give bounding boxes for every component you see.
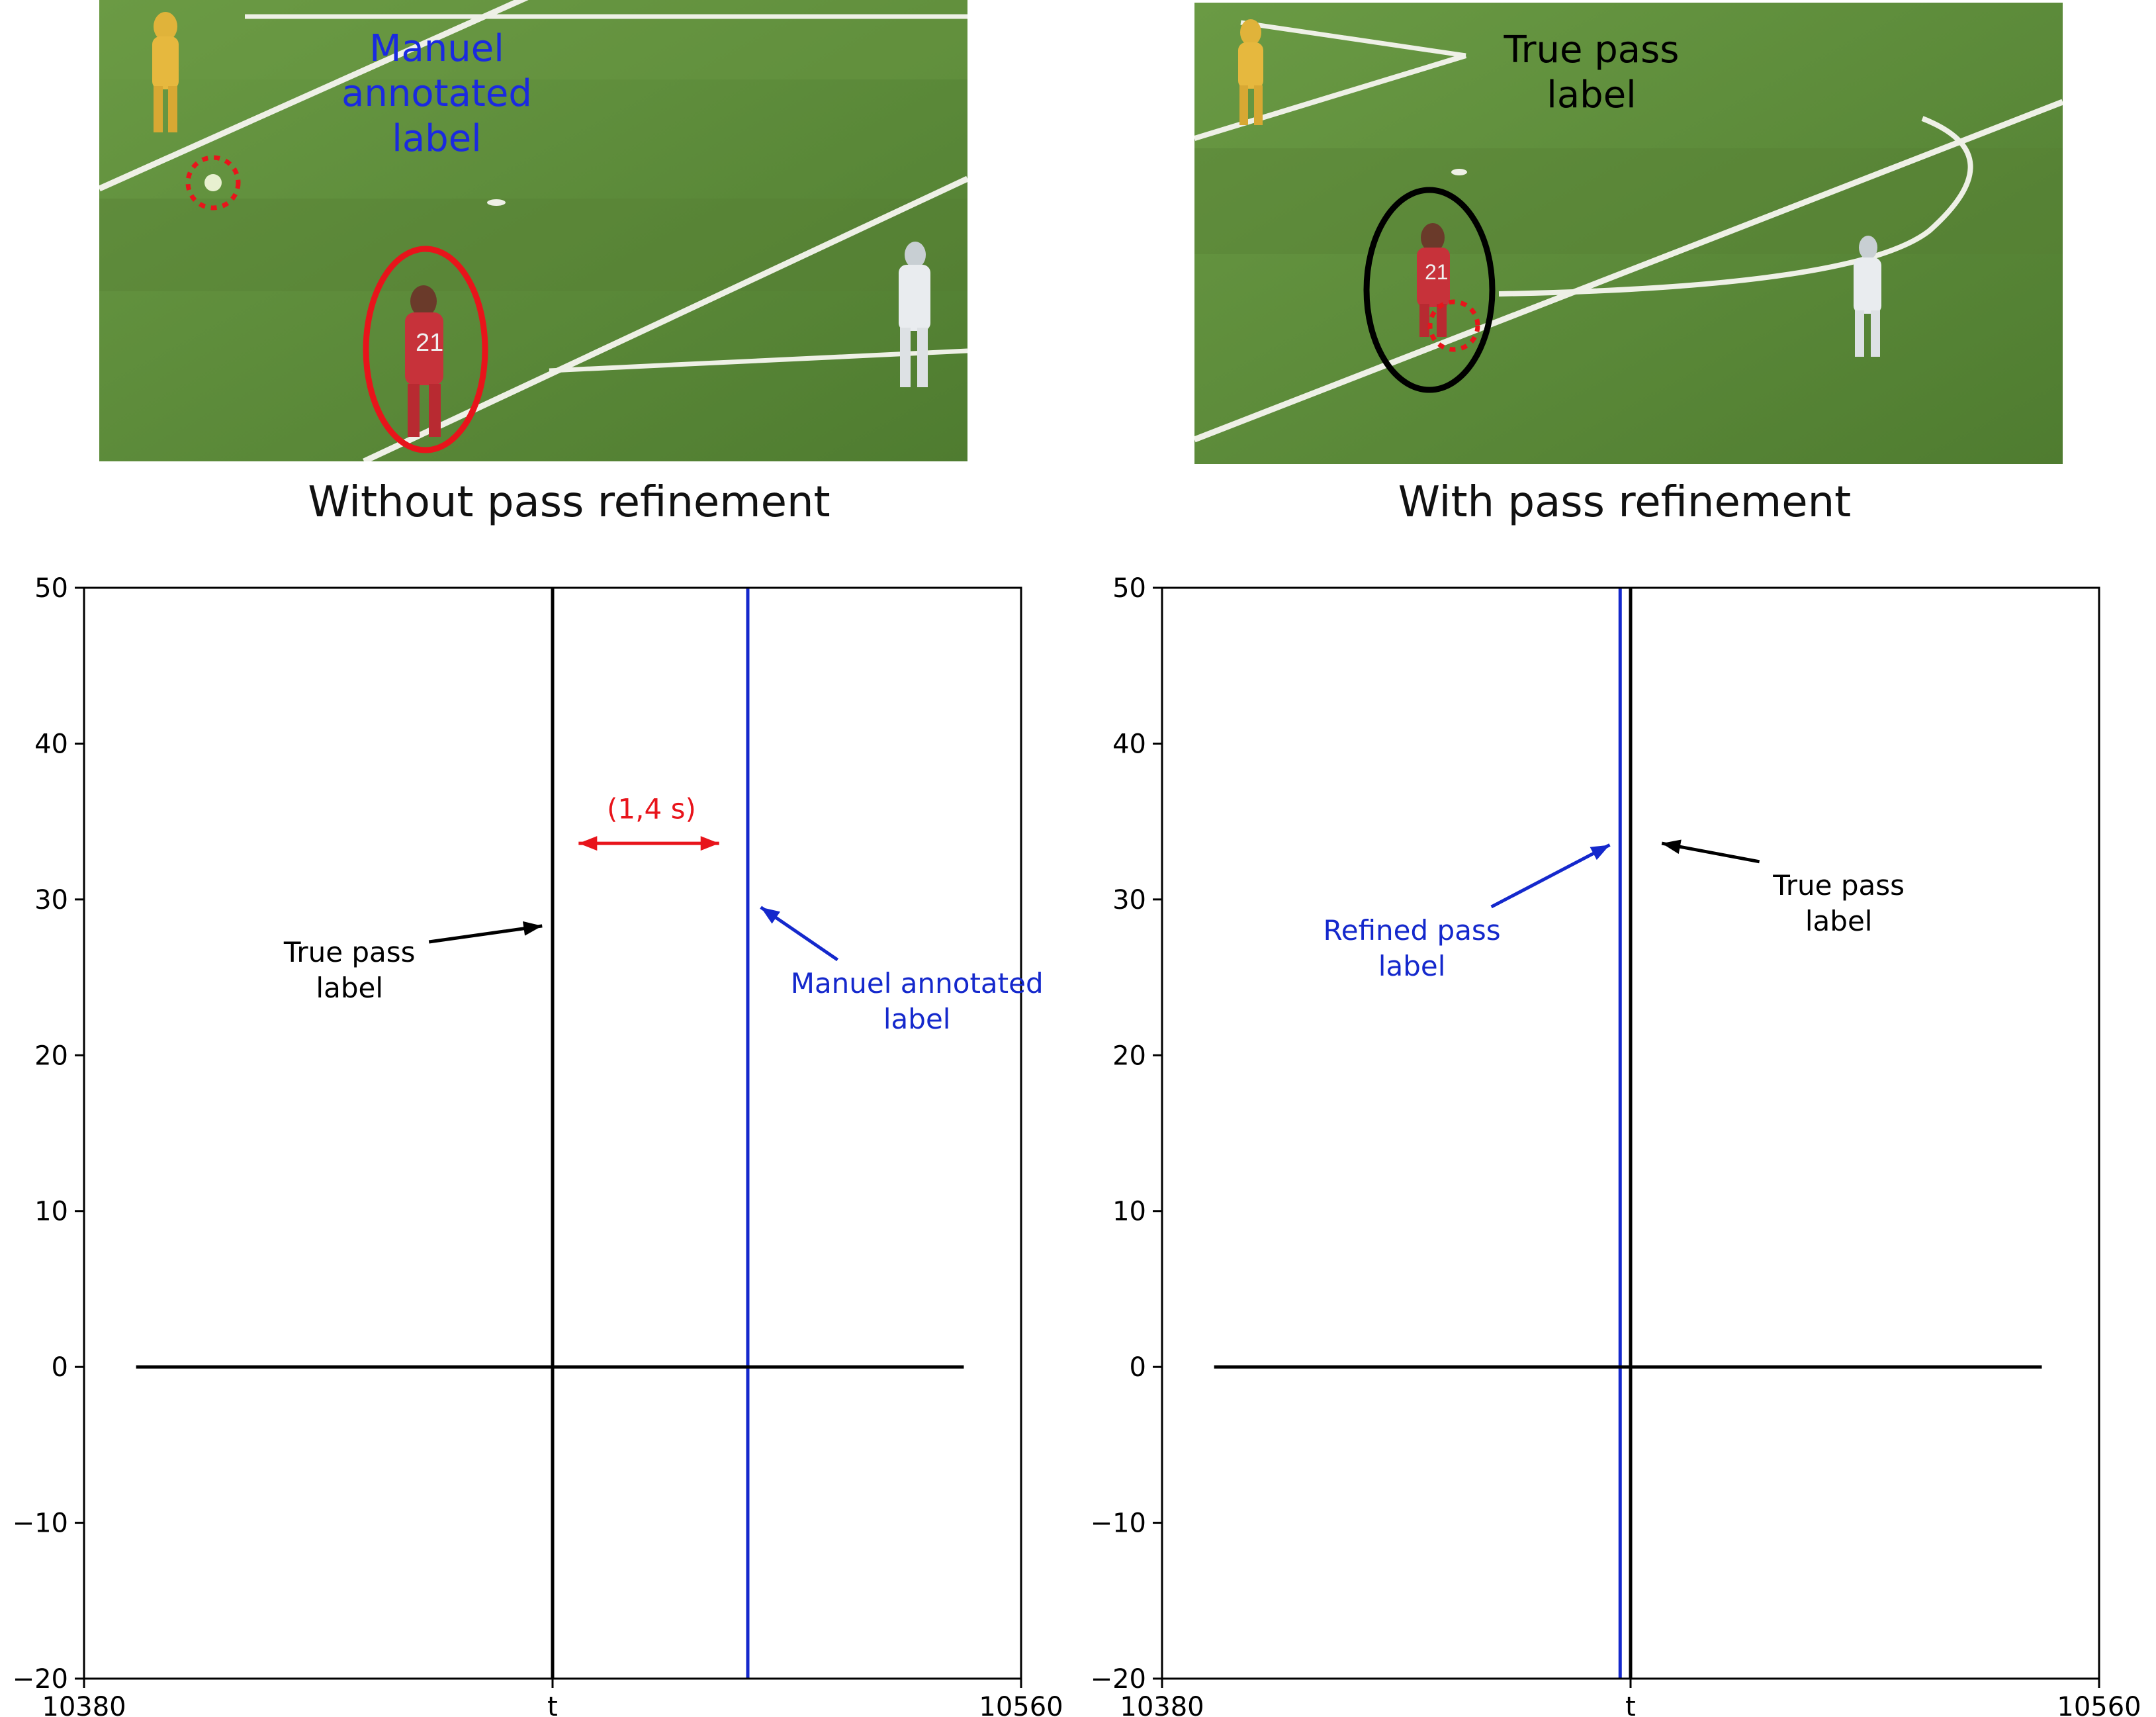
annotation-arrowhead	[700, 836, 719, 851]
white-player	[899, 242, 930, 387]
annotation-text: Refined pass	[1323, 914, 1500, 947]
annotation-text: Manuel annotated	[791, 967, 1044, 999]
y-tick-label: 30	[34, 885, 68, 915]
x-tick-label: t	[1625, 1692, 1636, 1717]
annotation-text: label	[316, 972, 383, 1004]
annotation-arrow	[428, 924, 543, 944]
annotation-arrowhead	[1662, 839, 1682, 855]
left-pitch-photo: 21 Manuel annotated label	[99, 0, 967, 461]
annotation-2: (1,4 s)	[578, 792, 719, 851]
annotation-text: (1,4 s)	[607, 792, 696, 825]
pitch-line	[549, 348, 967, 373]
svg-text:21: 21	[1425, 260, 1449, 284]
annotation-text: True pass	[283, 936, 416, 968]
annotation-arrowhead	[578, 836, 598, 851]
yellow-player	[152, 12, 179, 132]
right-chart: −20 −10 0 10 20 30 40 50 10380 t 10560 Refined pass…	[1091, 573, 2141, 1717]
pitch-mark	[487, 199, 506, 206]
svg-text:21: 21	[416, 329, 443, 357]
y-tick-label: −20	[13, 1664, 68, 1694]
y-tick-label: 10	[34, 1197, 68, 1227]
left-caption: Without pass refinement	[308, 478, 831, 527]
y-tick-label: −20	[1091, 1664, 1146, 1694]
photo-label-line: Manuel annotated	[341, 27, 532, 115]
x-tick-label: t	[547, 1692, 558, 1717]
ball-dotted-circle	[1427, 299, 1480, 352]
y-tick-label: −10	[1091, 1508, 1146, 1539]
yellow-player	[1238, 19, 1263, 125]
red-player: 21	[1417, 223, 1450, 337]
ball	[204, 174, 222, 191]
player-black-ellipse	[1363, 187, 1496, 393]
penalty-arc	[1498, 116, 1973, 297]
y-tick-label: 30	[1112, 885, 1146, 915]
annotation-arrow	[1490, 843, 1611, 909]
right-pitch-photo: 21 True pass label	[1194, 3, 2063, 464]
player-red-ellipse	[363, 246, 488, 453]
y-tick-label: 10	[1112, 1197, 1146, 1227]
annotation-arrowhead	[1590, 845, 1610, 860]
y-tick-label: 50	[1112, 573, 1146, 604]
x-tick-label: 10380	[1120, 1692, 1204, 1717]
photo-label-manual: Manuel annotated label	[298, 26, 576, 162]
y-tick-label: 20	[1112, 1041, 1146, 1071]
red-player: 21	[405, 285, 443, 437]
annotation-text: label	[1378, 950, 1446, 982]
pitch-line	[99, 0, 529, 192]
ball-dotted-circle	[185, 155, 241, 210]
annotation-0: True pass label	[283, 921, 543, 1004]
x-tick-label: 10380	[42, 1692, 126, 1717]
pitch-line	[363, 175, 967, 461]
annotation-text: True pass	[1772, 869, 1905, 902]
annotation-arrowhead	[760, 907, 780, 924]
left-chart: −20 −10 0 10 20 30 40 50 10380 t 10560 True pass lab…	[13, 573, 1063, 1717]
photo-label-line: label	[392, 117, 482, 160]
right-caption: With pass refinement	[1398, 478, 1852, 527]
photo-label-line: True pass	[1504, 28, 1680, 71]
annotation-text: label	[883, 1003, 951, 1035]
y-tick-label: 0	[1130, 1352, 1146, 1383]
photo-label-true: True pass label	[1472, 28, 1711, 118]
y-tick-label: −10	[13, 1508, 68, 1539]
pitch-line	[1240, 20, 1466, 58]
annotation-text: label	[1805, 905, 1873, 937]
y-tick-label: 0	[52, 1352, 68, 1383]
x-tick-label: 10560	[979, 1692, 1063, 1717]
y-tick-label: 20	[34, 1041, 68, 1071]
x-tick-label: 10560	[2057, 1692, 2141, 1717]
y-tick-label: 50	[34, 573, 68, 604]
pitch-line	[1194, 99, 2063, 443]
y-tick-label: 40	[1112, 729, 1146, 759]
annotation-arrowhead	[523, 921, 543, 936]
pitch-mark	[1451, 169, 1467, 175]
pitch-grass	[1194, 3, 2063, 464]
y-tick-label: 40	[34, 729, 68, 759]
photo-label-line: label	[1547, 73, 1637, 116]
annotation-1: Manuel annotated label	[760, 905, 1044, 1035]
white-player	[1854, 236, 1881, 357]
